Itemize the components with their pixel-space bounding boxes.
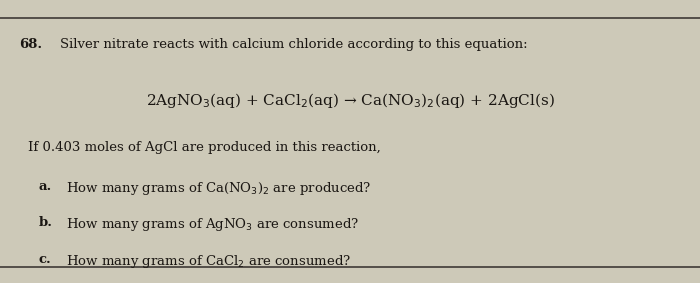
Text: a.: a. <box>38 180 52 193</box>
Text: c.: c. <box>38 253 51 266</box>
Text: How many grams of Ca(NO$_3$)$_2$ are produced?: How many grams of Ca(NO$_3$)$_2$ are pro… <box>66 180 372 197</box>
Text: 68.: 68. <box>20 38 43 51</box>
Text: If 0.403 moles of AgCl are produced in this reaction,: If 0.403 moles of AgCl are produced in t… <box>28 142 381 155</box>
Text: Silver nitrate reacts with calcium chloride according to this equation:: Silver nitrate reacts with calcium chlor… <box>60 38 527 51</box>
Text: How many grams of AgNO$_3$ are consumed?: How many grams of AgNO$_3$ are consumed? <box>66 216 360 233</box>
Text: b.: b. <box>38 216 52 230</box>
Text: 2AgNO$_3$(aq) + CaCl$_2$(aq) → Ca(NO$_3$)$_2$(aq) + 2AgCl(s): 2AgNO$_3$(aq) + CaCl$_2$(aq) → Ca(NO$_3$… <box>146 91 554 110</box>
Text: How many grams of CaCl$_2$ are consumed?: How many grams of CaCl$_2$ are consumed? <box>66 253 351 270</box>
